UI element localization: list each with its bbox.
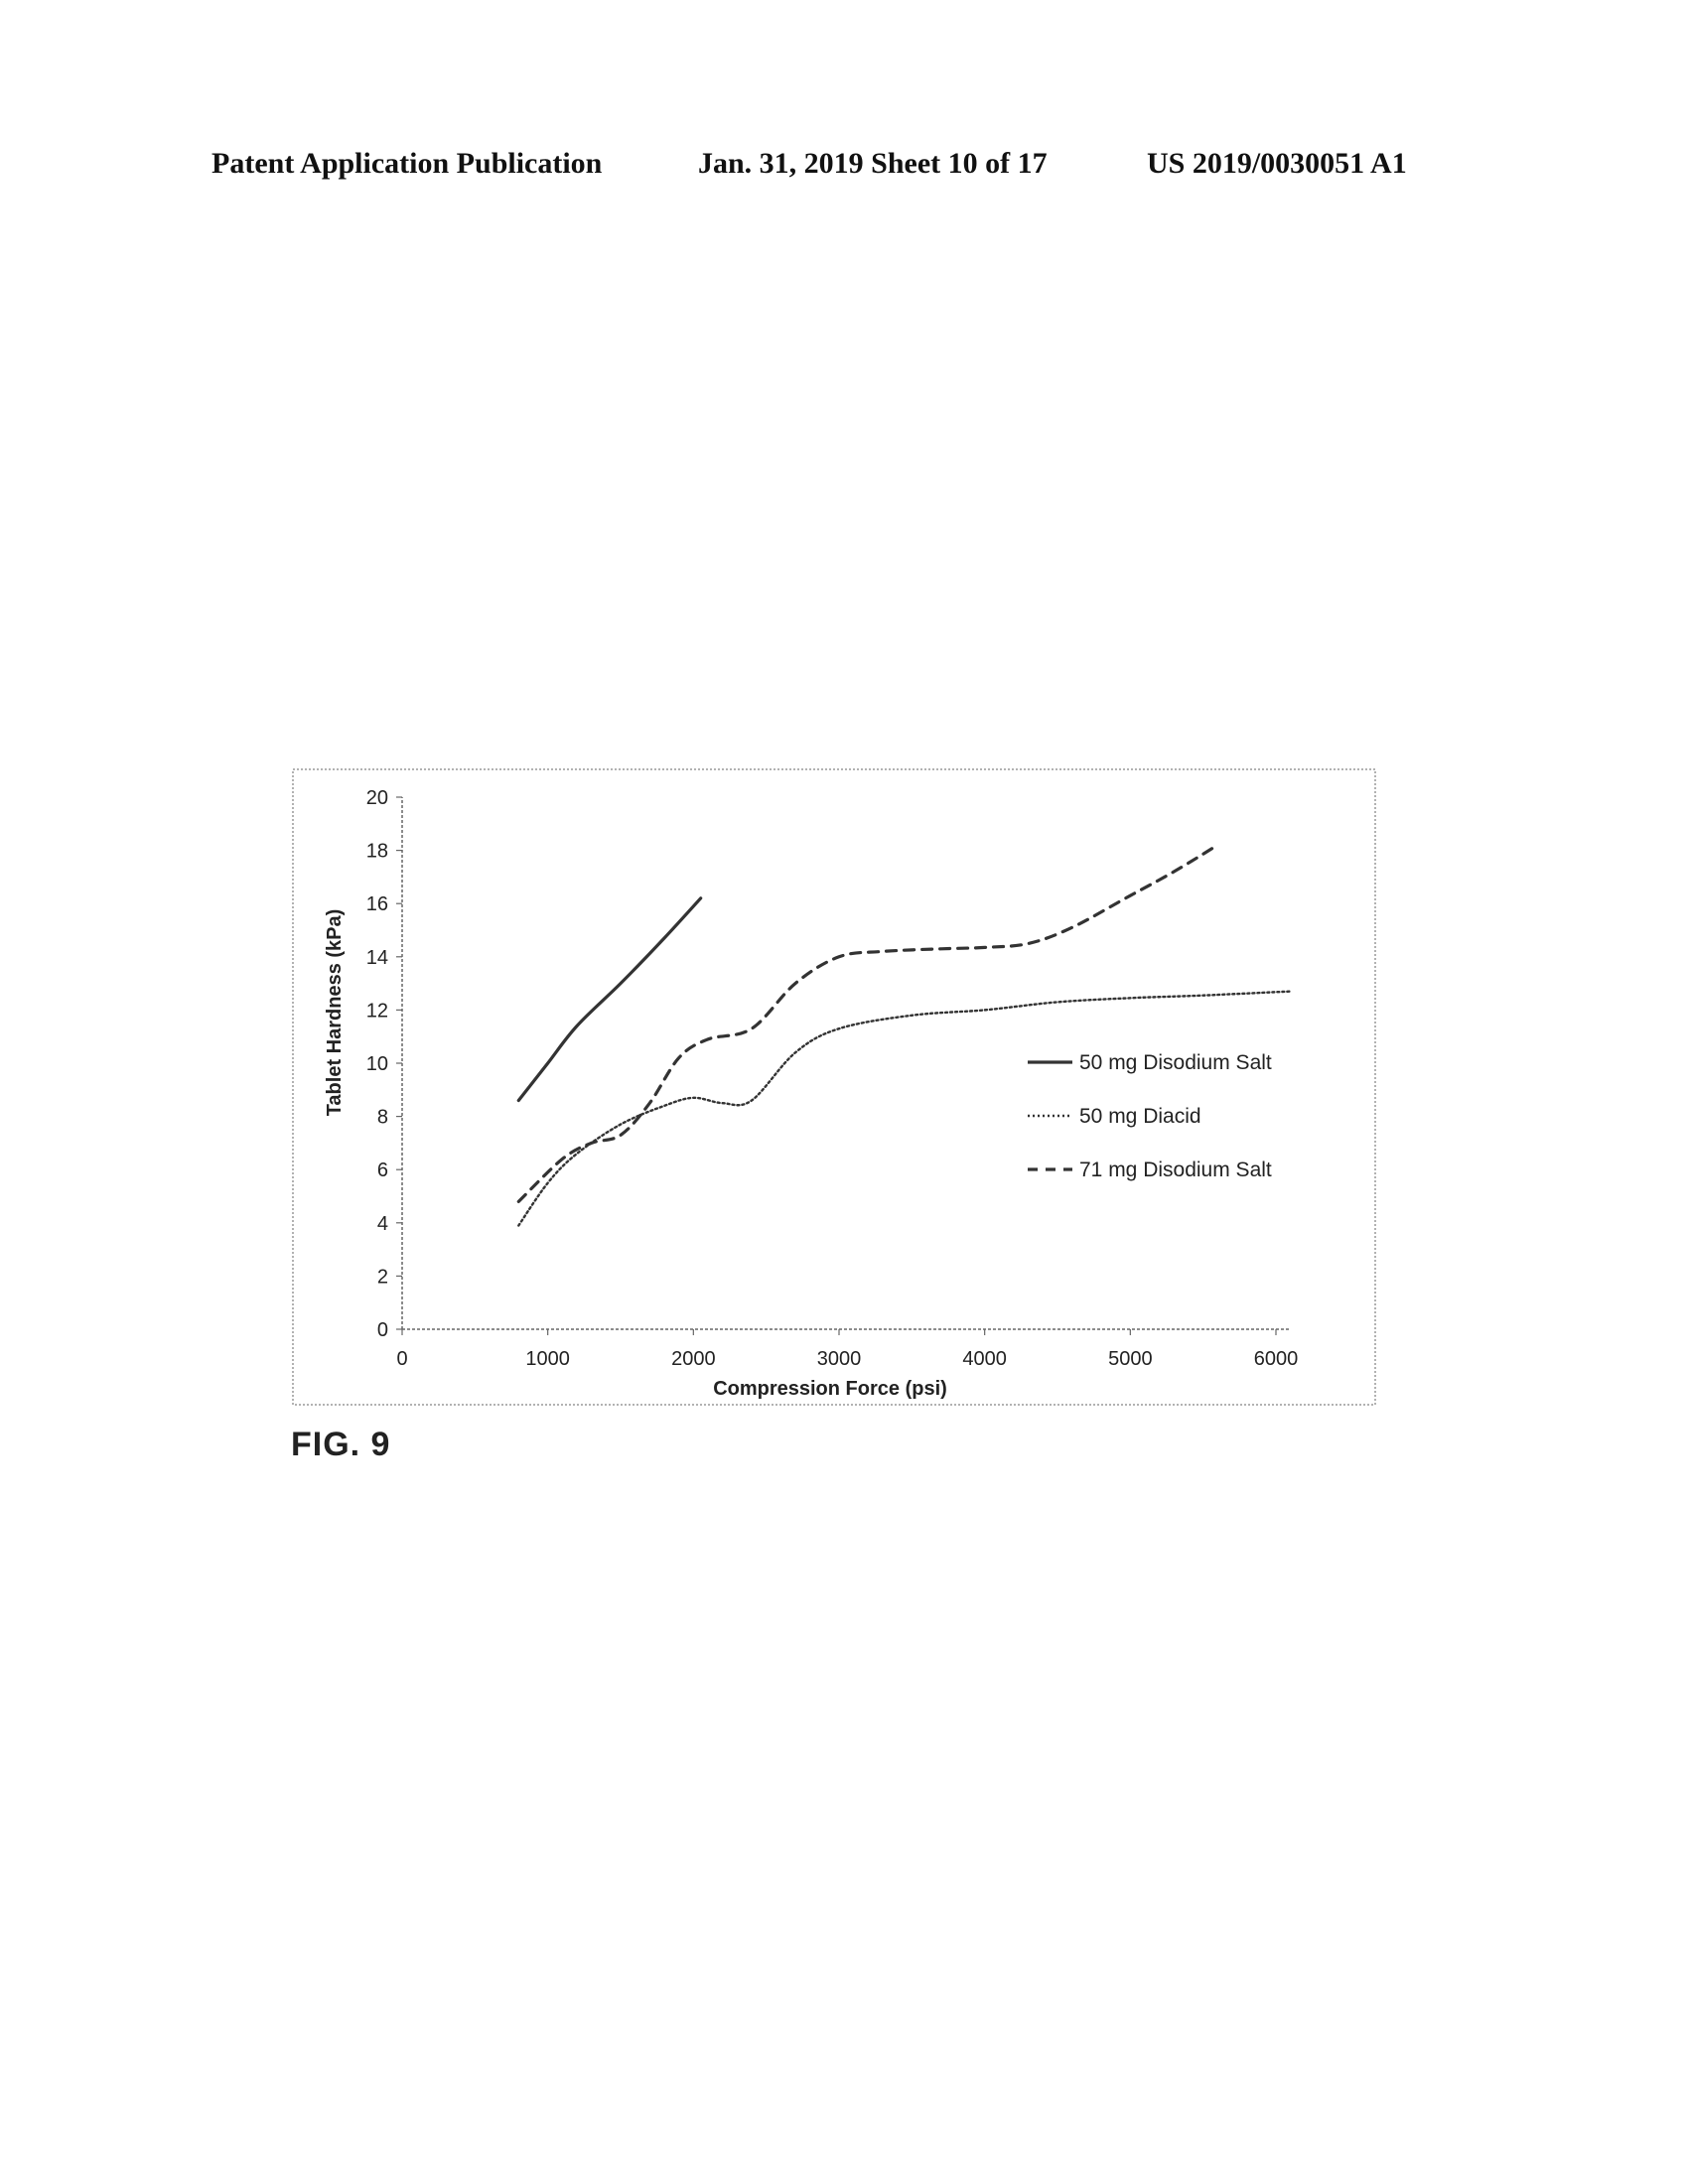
y-tick-label: 4 <box>377 1213 388 1235</box>
legend-label-50-mg-diacid: 50 mg Diacid <box>1079 1105 1201 1128</box>
line-chart: 0 2 4 6 8 10 12 14 16 18 20 0 1000 2000 3000 4000 5000 60… <box>288 764 1380 1410</box>
x-tick-label: 3000 <box>817 1348 862 1370</box>
x-tick-label: 6000 <box>1254 1348 1299 1370</box>
x-axis-label: Compression Force (psi) <box>713 1378 947 1400</box>
publication-number: US 2019/0030051 A1 <box>1147 147 1407 181</box>
y-tick-label: 2 <box>377 1266 388 1288</box>
publication-title: Patent Application Publication <box>211 147 602 181</box>
chart-border <box>293 769 1375 1405</box>
y-tick-label: 0 <box>377 1319 388 1341</box>
y-tick-label: 6 <box>377 1160 388 1181</box>
figure-label: FIG. 9 <box>291 1426 390 1464</box>
x-tick-label: 5000 <box>1108 1348 1153 1370</box>
x-tick-label: 2000 <box>671 1348 716 1370</box>
y-tick-label: 12 <box>366 1000 388 1022</box>
y-tick-label: 8 <box>377 1107 388 1129</box>
page-header: Patent Application Publication Jan. 31, … <box>0 147 1688 187</box>
y-axis-label: Tablet Hardness (kPa) <box>324 909 346 1117</box>
y-tick-label: 10 <box>366 1053 388 1075</box>
y-tick-label: 14 <box>366 947 388 969</box>
figure-frame: 0 2 4 6 8 10 12 14 16 18 20 0 1000 2000 3000 4000 5000 60… <box>288 764 1380 1410</box>
legend-label-50-mg-disodium-salt: 50 mg Disodium Salt <box>1079 1051 1272 1074</box>
x-tick-label: 0 <box>396 1348 407 1370</box>
y-tick-label: 20 <box>366 787 388 809</box>
x-tick-label: 1000 <box>525 1348 570 1370</box>
legend-label-71-mg-disodium-salt: 71 mg Disodium Salt <box>1079 1159 1272 1181</box>
x-tick-label: 4000 <box>962 1348 1007 1370</box>
y-tick-label: 16 <box>366 893 388 915</box>
date-sheet: Jan. 31, 2019 Sheet 10 of 17 <box>698 147 1048 181</box>
y-tick-label: 18 <box>366 841 388 863</box>
